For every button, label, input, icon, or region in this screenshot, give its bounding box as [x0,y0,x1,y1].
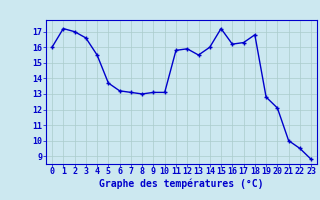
X-axis label: Graphe des températures (°C): Graphe des températures (°C) [99,179,264,189]
